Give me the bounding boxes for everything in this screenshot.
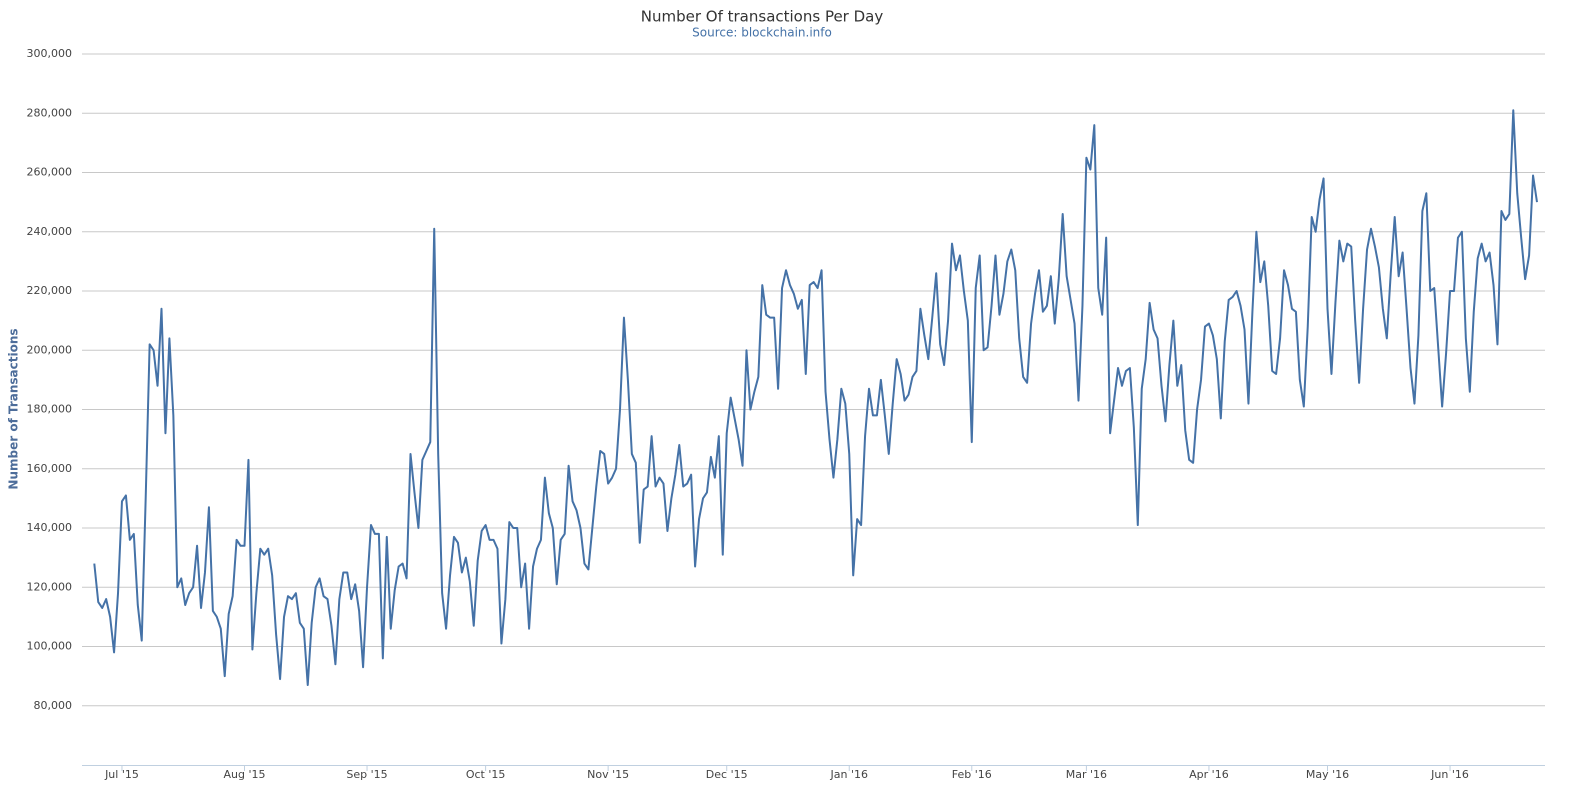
y-tick-label: 160,000 <box>27 462 73 475</box>
y-axis-title: Number of Transactions <box>7 328 21 489</box>
y-tick-label: 100,000 <box>27 640 73 653</box>
y-tick-label: 80,000 <box>34 699 73 712</box>
x-tick-label: Aug '15 <box>223 768 265 781</box>
x-tick-label: Nov '15 <box>587 768 629 781</box>
x-tick-label: May '16 <box>1306 768 1349 781</box>
y-tick-label: 200,000 <box>27 343 73 356</box>
y-tick-label: 220,000 <box>27 284 73 297</box>
y-tick-label: 280,000 <box>27 106 73 119</box>
y-tick-label: 180,000 <box>27 403 73 416</box>
data-line <box>93 109 1538 687</box>
x-tick-label: Jun '16 <box>1430 768 1469 781</box>
y-tick-label: 300,000 <box>27 47 73 60</box>
y-tick-label: 260,000 <box>27 166 73 179</box>
x-tick-label: Dec '15 <box>706 768 748 781</box>
chart-subtitle: Source: blockchain.info <box>692 26 832 40</box>
x-tick-label: Oct '15 <box>466 768 506 781</box>
x-tick-label: Mar '16 <box>1066 768 1107 781</box>
x-tick-label: Apr '16 <box>1189 768 1229 781</box>
chart-title: Number Of transactions Per Day <box>641 8 884 26</box>
y-tick-label: 240,000 <box>27 225 73 238</box>
x-tick-label: Jul '15 <box>104 768 139 781</box>
x-tick-label: Jan '16 <box>830 768 868 781</box>
x-tick-label: Sep '15 <box>346 768 387 781</box>
y-tick-label: 140,000 <box>27 521 73 534</box>
y-tick-label: 120,000 <box>27 580 73 593</box>
x-tick-label: Feb '16 <box>952 768 992 781</box>
